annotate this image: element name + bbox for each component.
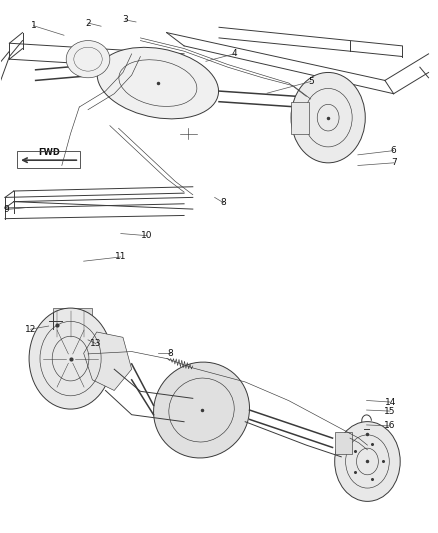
Text: 4: 4	[231, 50, 237, 58]
Circle shape	[291, 72, 365, 163]
FancyBboxPatch shape	[291, 102, 308, 134]
Text: 8: 8	[167, 349, 173, 358]
Text: 3: 3	[122, 15, 128, 25]
Ellipse shape	[97, 47, 219, 119]
Text: 5: 5	[308, 77, 314, 86]
Text: 7: 7	[391, 158, 396, 167]
Text: 9: 9	[3, 205, 9, 214]
Text: 14: 14	[385, 398, 396, 407]
Ellipse shape	[154, 362, 250, 458]
Circle shape	[29, 308, 112, 409]
Bar	[1, 273, 437, 288]
Ellipse shape	[66, 41, 110, 78]
Text: 2: 2	[85, 19, 91, 28]
Text: 16: 16	[385, 422, 396, 431]
Text: 12: 12	[25, 325, 36, 334]
Text: FWD: FWD	[38, 148, 60, 157]
Circle shape	[335, 422, 400, 502]
Text: 11: 11	[115, 253, 127, 261]
Polygon shape	[84, 332, 132, 391]
FancyBboxPatch shape	[335, 432, 352, 454]
Text: 8: 8	[220, 198, 226, 207]
Text: 10: 10	[141, 231, 153, 240]
Text: 6: 6	[391, 146, 396, 155]
Text: 15: 15	[385, 407, 396, 416]
Text: 13: 13	[90, 339, 102, 348]
Text: 1: 1	[31, 21, 36, 30]
FancyBboxPatch shape	[53, 308, 92, 337]
